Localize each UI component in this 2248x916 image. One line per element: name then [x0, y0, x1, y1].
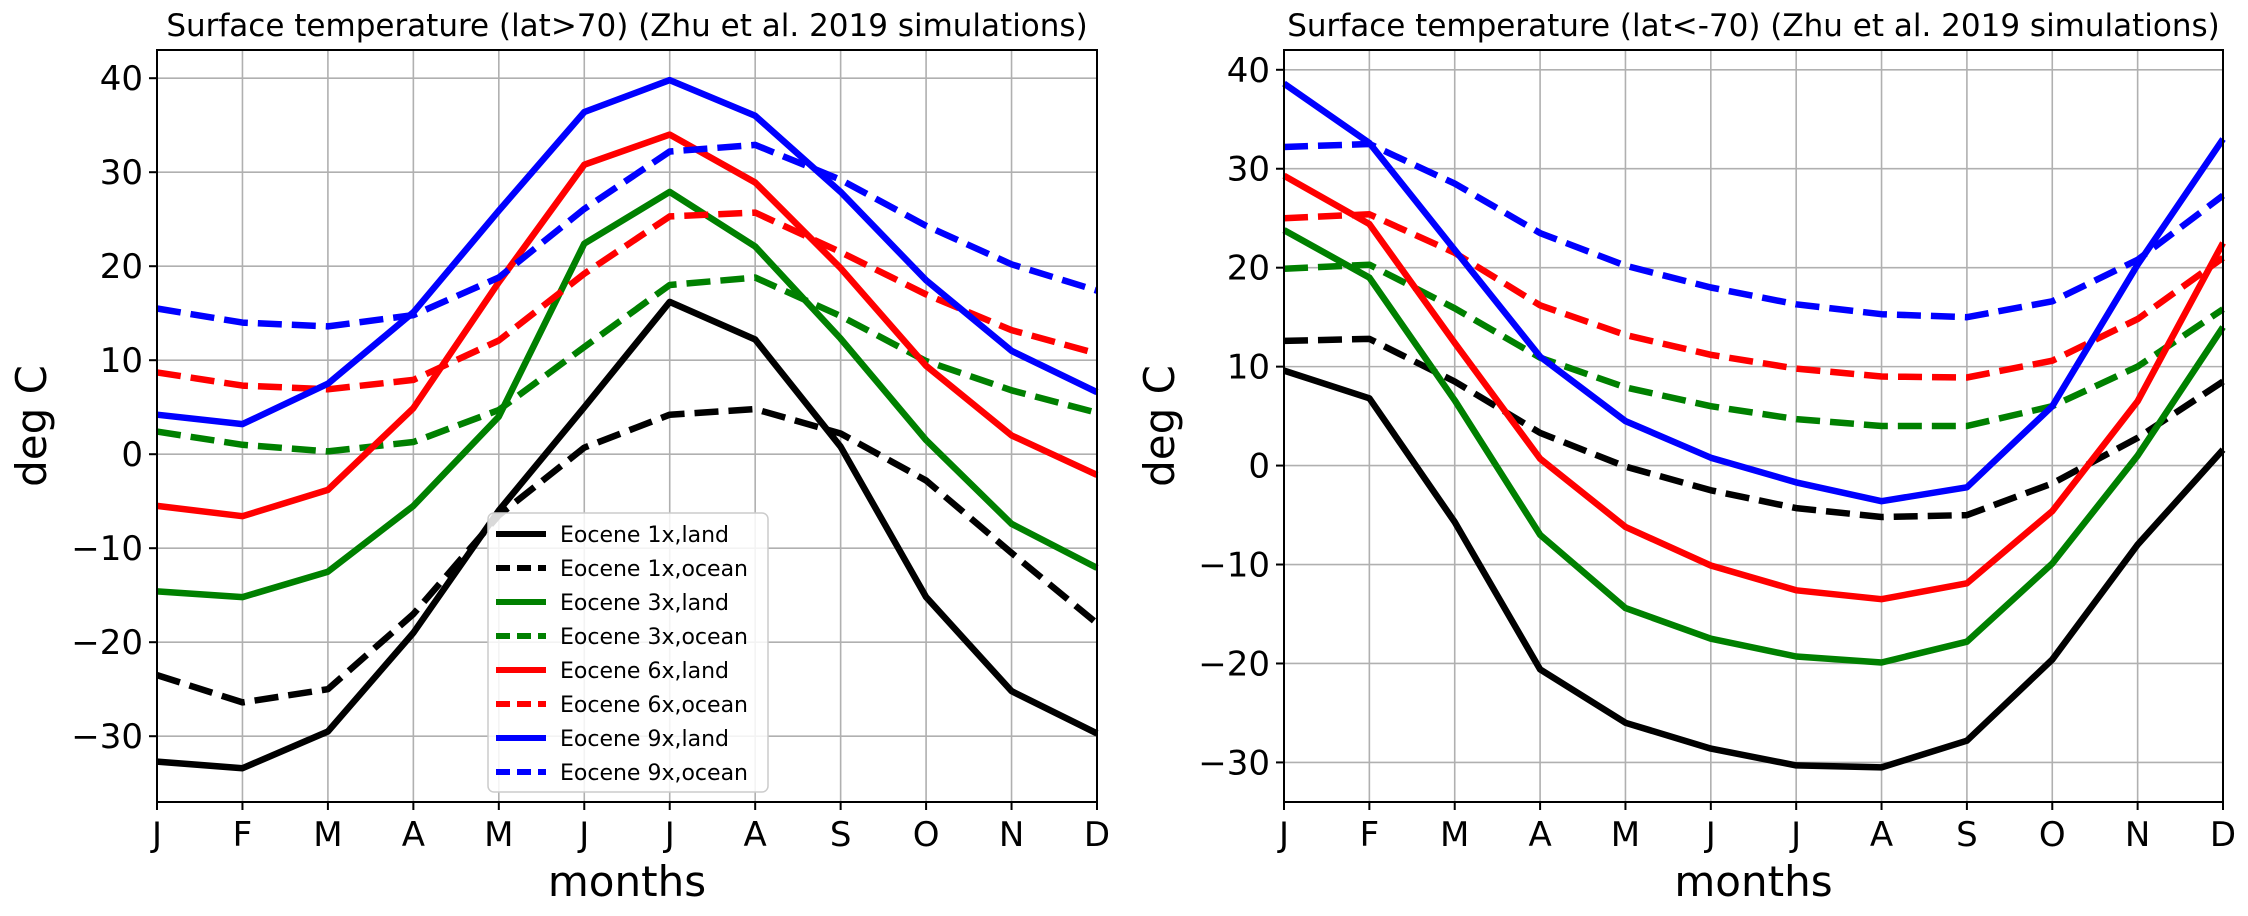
series-line-eocene-3x-land [156, 188, 1099, 601]
legend-entry: Eocene 6x,ocean [560, 693, 748, 718]
y-tick-label: −20 [1198, 644, 1270, 684]
chart-panel-antarctic: J F M A M J J A S O N D −30 −20 −10 0 10 20 30 40 Surface te… [1135, 8, 2236, 906]
y-tick-label: 40 [1227, 51, 1270, 91]
tick-labels: J F M A M J J A S O N D −30 −20 −10 0 10 20 30 40 [71, 59, 1110, 855]
chart-panel-arctic: J F M A M J J A S O N D −30 −20 −10 0 10 20 30 40 Surface te… [7, 8, 1110, 906]
series-line-eocene-9x-ocean [1283, 140, 2225, 321]
x-tick-label: M [484, 815, 513, 855]
x-tick-label: J [150, 815, 162, 855]
y-tick-label: 40 [100, 59, 143, 99]
y-tick-label: 10 [100, 341, 143, 381]
x-tick-label: O [913, 815, 940, 855]
x-tick-label: M [313, 815, 342, 855]
x-tick-label: M [1440, 815, 1469, 855]
legend: Eocene 1x,land Eocene 1x,ocean Eocene 3x,l… [487, 512, 769, 793]
series-line-eocene-9x-land [156, 76, 1099, 428]
series-line-eocene-1x-ocean [1283, 335, 2225, 521]
y-tick-label: 0 [1248, 447, 1270, 487]
y-tick-label: −30 [1198, 743, 1270, 783]
series-line-eocene-1x-land [156, 298, 1099, 772]
series-line-eocene-3x-land [1282, 227, 2226, 666]
x-tick-label: O [2039, 815, 2066, 855]
y-tick-label: 0 [121, 435, 143, 475]
y-axis-label: deg C [7, 365, 56, 487]
grid-lines [1283, 50, 2224, 802]
x-tick-label: F [1360, 815, 1380, 855]
x-tick-label: A [1528, 815, 1551, 855]
x-tick-label: N [999, 815, 1024, 855]
x-tick-label: M [1611, 815, 1640, 855]
series-lines [1282, 80, 2226, 771]
y-tick-label: −10 [1198, 546, 1270, 586]
x-tick-label: D [1084, 815, 1110, 855]
legend-entry: Eocene 3x,land [560, 591, 729, 616]
x-axis-label: months [1674, 857, 1832, 906]
x-tick-label: J [663, 815, 675, 855]
x-tick-label: J [1704, 815, 1716, 855]
y-tick-label: −10 [71, 529, 143, 569]
series-lines [156, 76, 1100, 772]
x-tick-label: D [2210, 815, 2236, 855]
series-line-eocene-3x-ocean [1283, 261, 2225, 430]
tick-labels: J F M A M J J A S O N D −30 −20 −10 0 10 20 30 40 [1198, 51, 2236, 855]
x-tick-label: S [1956, 815, 1978, 855]
y-tick-label: −20 [71, 623, 143, 663]
legend-entry: Eocene 3x,ocean [560, 625, 748, 650]
y-tick-label: 20 [100, 247, 143, 287]
plot-frame [1283, 49, 2224, 803]
series-line-eocene-9x-ocean [156, 141, 1098, 330]
plot-frame [156, 49, 1098, 803]
legend-box [487, 512, 769, 793]
y-tick-label: 30 [100, 153, 143, 193]
chart-title: Surface temperature (lat>70) (Zhu et al.… [166, 8, 1087, 44]
series-line-eocene-9x-land [1282, 80, 2226, 505]
y-tick-label: 30 [1227, 150, 1270, 190]
series-line-eocene-1x-land [1282, 367, 2226, 771]
y-tick-label: 10 [1227, 348, 1270, 388]
legend-entry: Eocene 1x,land [560, 523, 729, 548]
x-tick-label: N [2125, 815, 2150, 855]
x-tick-label: A [402, 815, 425, 855]
x-tick-label: J [577, 815, 589, 855]
legend-entry: Eocene 9x,land [560, 727, 729, 752]
chart-title: Surface temperature (lat<-70) (Zhu et al… [1287, 8, 2220, 44]
x-tick-label: S [830, 815, 852, 855]
x-tick-label: A [744, 815, 767, 855]
y-tick-label: 20 [1227, 249, 1270, 289]
series-line-eocene-6x-ocean [1283, 211, 2225, 381]
x-tick-label: F [233, 815, 253, 855]
series-line-eocene-3x-ocean [156, 274, 1098, 455]
series-line-eocene-6x-land [1282, 172, 2226, 603]
x-axis-label: months [548, 857, 706, 906]
legend-entry: Eocene 1x,ocean [560, 557, 748, 582]
x-tick-label: J [1277, 815, 1289, 855]
legend-entry: Eocene 6x,land [560, 659, 729, 684]
y-axis-label: deg C [1135, 365, 1184, 487]
series-line-eocene-6x-land [156, 131, 1099, 520]
x-tick-label: J [1789, 815, 1801, 855]
legend-entry: Eocene 9x,ocean [560, 761, 748, 786]
y-tick-label: −30 [71, 717, 143, 757]
x-tick-label: A [1870, 815, 1893, 855]
